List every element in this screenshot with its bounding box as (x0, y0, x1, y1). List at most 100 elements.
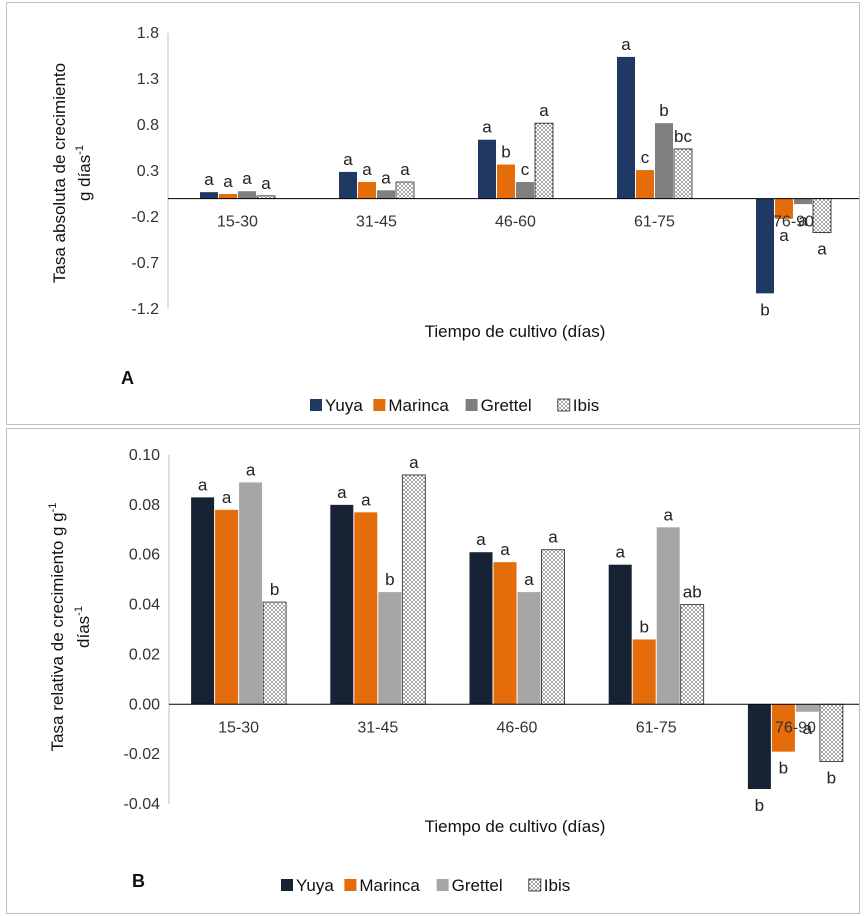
bar-yuya (339, 171, 357, 199)
bar-grettel (795, 704, 819, 712)
category-label: 61-75 (636, 719, 677, 736)
y-axis-title-line1: Tasa absoluta de crecimiento (50, 63, 69, 283)
bar-marinca (219, 194, 237, 199)
category-label: 31-45 (357, 719, 398, 736)
significance-letter: a (381, 168, 391, 187)
bar-ibis (673, 148, 693, 199)
significance-letter: a (246, 460, 256, 479)
category-label: 76-90 (773, 214, 814, 231)
bar-marinca (632, 639, 656, 705)
significance-letter: a (361, 490, 371, 509)
significance-letter: a (343, 150, 353, 169)
panel-letter: B (132, 871, 145, 891)
bar-yuya (200, 192, 218, 199)
significance-letter: a (242, 169, 252, 188)
legend-swatch-marinca (373, 399, 386, 411)
y-tick-label: 0.10 (129, 447, 160, 464)
significance-letter: b (501, 143, 510, 162)
bar-grettel (794, 198, 812, 205)
bar-ibis (819, 703, 844, 763)
bar-ibis (812, 198, 832, 234)
category-label: 15-30 (218, 719, 259, 736)
significance-letter: c (521, 160, 530, 179)
significance-letter: a (524, 570, 534, 589)
bar-marinca (775, 198, 793, 219)
bar-marinca (358, 182, 376, 199)
chart-panel-b: 0.10 0.08 0.06 0.04 0.02 0.00 -0.02 -0.04 a a a a b a… (6, 428, 860, 914)
category-label: 76-90 (775, 719, 816, 736)
legend-swatch-marinca (344, 879, 357, 891)
bar-ibis (534, 122, 554, 200)
y-tick-label: 0.00 (129, 696, 160, 713)
y-tick-label: 0.04 (129, 597, 160, 614)
bar-yuya (747, 704, 771, 790)
legend: Yuya Marinca Grettel Ibis (310, 396, 599, 415)
significance-letter: b (755, 796, 764, 815)
legend-label-ibis: Ibis (544, 876, 570, 895)
bar-grettel (516, 182, 534, 199)
significance-letter: b (827, 769, 836, 788)
bar-yuya (469, 552, 493, 705)
significance-letter: b (270, 580, 279, 599)
y-tick-label: 0.06 (129, 547, 160, 564)
bar-ibis (395, 181, 415, 199)
significance-letter: a (409, 453, 419, 472)
bar-grettel (377, 190, 395, 199)
y-tick-label: 0.08 (129, 497, 160, 514)
significance-letter: a (476, 530, 486, 549)
significance-letter: b (779, 759, 788, 778)
y-axis-title: Tasa absoluta de crecimiento g días-1 (50, 63, 94, 283)
significance-letter: a (548, 528, 558, 547)
chart-panel-a: 1.8 1.3 0.8 0.3 -0.2 -0.7 -1.2 a a a a b a a b c a a a c b a a… (6, 2, 860, 425)
chart-b-svg: 0.100.080.060.040.020.00-0.02-0.04a aaaba… (47, 447, 859, 895)
bar-ibis (680, 604, 705, 705)
significance-letter: a (779, 226, 789, 245)
legend: Yuya Marinca Grettel Ibis (281, 876, 570, 895)
significance-letter: a (817, 240, 827, 259)
y-tick-label: -0.02 (124, 746, 161, 763)
legend-label-yuya: Yuya (325, 396, 363, 415)
legend-swatch-yuya (310, 399, 322, 411)
bar-grettel (655, 123, 673, 199)
significance-letter: a (539, 101, 549, 120)
legend-label-yuya: Yuya (296, 876, 334, 895)
bar-grettel (239, 482, 263, 705)
legend-swatch-grettel (436, 879, 449, 891)
bar-ibis (262, 601, 287, 705)
y-axis-title-line1: Tasa relativa de crecimiento g g-1 (47, 503, 67, 752)
significance-letter: a (500, 540, 510, 559)
significance-letter: a (663, 505, 673, 524)
y-tick-label: -1.2 (131, 301, 159, 318)
legend-swatch-ibis (528, 878, 542, 892)
bar-ibis (541, 549, 565, 705)
bar-grettel (517, 592, 541, 705)
bar-marinca (215, 509, 239, 705)
significance-letter: ab (683, 583, 702, 602)
significance-letter: a (223, 172, 233, 191)
y-tick-label: 0.02 (129, 646, 160, 663)
bar-ibis (401, 474, 426, 705)
significance-letter: b (639, 617, 648, 636)
significance-letter: a (482, 118, 492, 137)
category-label: 46-60 (495, 214, 536, 231)
legend-label-grettel: Grettel (452, 876, 503, 895)
x-axis-title: Tiempo de cultivo (días) (425, 817, 606, 836)
legend-swatch-yuya (281, 879, 293, 891)
significance-letter: a (261, 174, 271, 193)
category-label: 15-30 (217, 214, 258, 231)
significance-letter: a (400, 160, 410, 179)
bar-marinca (771, 704, 795, 752)
y-tick-label: 0.3 (137, 163, 159, 180)
significance-letter: a (803, 719, 813, 738)
panel-letter: A (121, 368, 134, 388)
bar-marinca (497, 164, 515, 199)
significance-letter: b (659, 101, 668, 120)
y-axis-title: Tasa relativa de crecimiento g g-1 días-1 (47, 503, 93, 752)
legend-label-marinca: Marinca (388, 396, 449, 415)
category-label: 46-60 (497, 719, 538, 736)
significance-letter: a (222, 488, 232, 507)
significance-letter: a (204, 170, 214, 189)
significance-letter: b (760, 300, 769, 319)
bar-yuya (191, 497, 215, 705)
